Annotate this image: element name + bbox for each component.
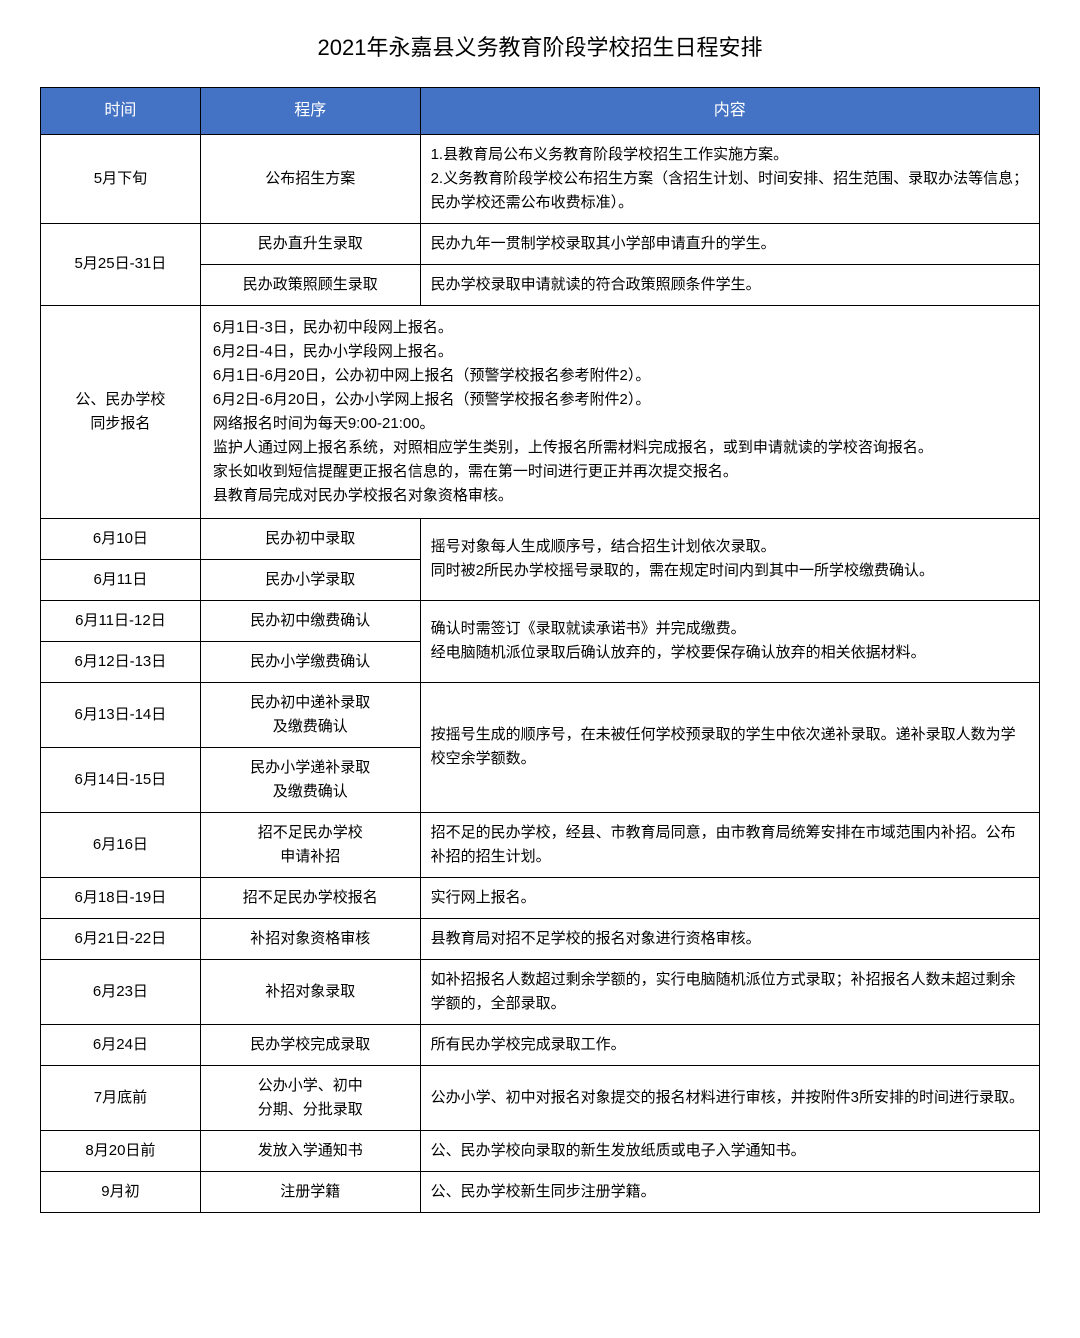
cell-content: 摇号对象每人生成顺序号，结合招生计划依次录取。同时被2所民办学校摇号录取的，需在… [420, 518, 1039, 600]
cell-proc: 民办小学录取 [200, 559, 420, 600]
cell-proc: 民办小学缴费确认 [200, 641, 420, 682]
cell-proc: 招不足民办学校报名 [200, 877, 420, 918]
table-row: 7月底前 公办小学、初中分期、分批录取 公办小学、初中对报名对象提交的报名材料进… [41, 1065, 1040, 1130]
cell-proc: 补招对象录取 [200, 959, 420, 1024]
cell-content: 实行网上报名。 [420, 877, 1039, 918]
cell-content: 1.县教育局公布义务教育阶段学校招生工作实施方案。2.义务教育阶段学校公布招生方… [420, 134, 1039, 223]
table-row: 5月25日-31日 民办直升生录取 民办九年一贯制学校录取其小学部申请直升的学生… [41, 223, 1040, 264]
table-row: 6月10日 民办初中录取 摇号对象每人生成顺序号，结合招生计划依次录取。同时被2… [41, 518, 1040, 559]
table-row: 公、民办学校同步报名 6月1日-3日，民办初中段网上报名。6月2日-4日，民办小… [41, 305, 1040, 518]
table-row: 6月24日 民办学校完成录取 所有民办学校完成录取工作。 [41, 1024, 1040, 1065]
cell-time: 6月24日 [41, 1024, 201, 1065]
cell-content: 公办小学、初中对报名对象提交的报名材料进行审核，并按附件3所安排的时间进行录取。 [420, 1065, 1039, 1130]
table-header-row: 时间 程序 内容 [41, 88, 1040, 135]
table-row: 8月20日前 发放入学通知书 公、民办学校向录取的新生发放纸质或电子入学通知书。 [41, 1130, 1040, 1171]
cell-time: 6月10日 [41, 518, 201, 559]
col-time: 时间 [41, 88, 201, 135]
cell-proc: 公办小学、初中分期、分批录取 [200, 1065, 420, 1130]
cell-content: 6月1日-3日，民办初中段网上报名。6月2日-4日，民办小学段网上报名。6月1日… [200, 305, 1039, 518]
page-title: 2021年永嘉县义务教育阶段学校招生日程安排 [40, 30, 1040, 62]
table-row: 6月13日-14日 民办初中递补录取及缴费确认 按摇号生成的顺序号，在未被任何学… [41, 682, 1040, 747]
cell-time: 6月11日-12日 [41, 600, 201, 641]
cell-content: 县教育局对招不足学校的报名对象进行资格审核。 [420, 918, 1039, 959]
cell-time: 6月18日-19日 [41, 877, 201, 918]
cell-proc: 民办初中录取 [200, 518, 420, 559]
cell-time: 9月初 [41, 1171, 201, 1212]
table-row: 6月21日-22日 补招对象资格审核 县教育局对招不足学校的报名对象进行资格审核… [41, 918, 1040, 959]
cell-proc: 公布招生方案 [200, 134, 420, 223]
cell-time: 6月16日 [41, 812, 201, 877]
table-row: 9月初 注册学籍 公、民办学校新生同步注册学籍。 [41, 1171, 1040, 1212]
cell-proc: 民办初中递补录取及缴费确认 [200, 682, 420, 747]
cell-content: 按摇号生成的顺序号，在未被任何学校预录取的学生中依次递补录取。递补录取人数为学校… [420, 682, 1039, 812]
cell-time: 6月12日-13日 [41, 641, 201, 682]
table-row: 6月11日-12日 民办初中缴费确认 确认时需签订《录取就读承诺书》并完成缴费。… [41, 600, 1040, 641]
cell-proc: 民办初中缴费确认 [200, 600, 420, 641]
cell-time: 6月23日 [41, 959, 201, 1024]
schedule-table: 时间 程序 内容 5月下旬 公布招生方案 1.县教育局公布义务教育阶段学校招生工… [40, 87, 1040, 1213]
cell-content: 民办学校录取申请就读的符合政策照顾条件学生。 [420, 264, 1039, 305]
table-row: 5月下旬 公布招生方案 1.县教育局公布义务教育阶段学校招生工作实施方案。2.义… [41, 134, 1040, 223]
cell-time: 6月14日-15日 [41, 747, 201, 812]
cell-proc: 招不足民办学校申请补招 [200, 812, 420, 877]
cell-proc: 民办政策照顾生录取 [200, 264, 420, 305]
cell-content: 民办九年一贯制学校录取其小学部申请直升的学生。 [420, 223, 1039, 264]
cell-time: 7月底前 [41, 1065, 201, 1130]
cell-proc: 补招对象资格审核 [200, 918, 420, 959]
col-proc: 程序 [200, 88, 420, 135]
cell-proc: 民办小学递补录取及缴费确认 [200, 747, 420, 812]
cell-proc: 发放入学通知书 [200, 1130, 420, 1171]
cell-content: 如补招报名人数超过剩余学额的，实行电脑随机派位方式录取；补招报名人数未超过剩余学… [420, 959, 1039, 1024]
cell-time: 5月25日-31日 [41, 223, 201, 305]
cell-time: 8月20日前 [41, 1130, 201, 1171]
cell-proc: 注册学籍 [200, 1171, 420, 1212]
cell-content: 公、民办学校向录取的新生发放纸质或电子入学通知书。 [420, 1130, 1039, 1171]
cell-time: 公、民办学校同步报名 [41, 305, 201, 518]
cell-content: 确认时需签订《录取就读承诺书》并完成缴费。经电脑随机派位录取后确认放弃的，学校要… [420, 600, 1039, 682]
cell-time: 6月21日-22日 [41, 918, 201, 959]
table-row: 6月18日-19日 招不足民办学校报名 实行网上报名。 [41, 877, 1040, 918]
cell-time: 6月11日 [41, 559, 201, 600]
cell-proc: 民办学校完成录取 [200, 1024, 420, 1065]
cell-content: 招不足的民办学校，经县、市教育局同意，由市教育局统筹安排在市域范围内补招。公布补… [420, 812, 1039, 877]
cell-content: 所有民办学校完成录取工作。 [420, 1024, 1039, 1065]
cell-proc: 民办直升生录取 [200, 223, 420, 264]
cell-time: 6月13日-14日 [41, 682, 201, 747]
cell-time: 5月下旬 [41, 134, 201, 223]
table-row: 6月16日 招不足民办学校申请补招 招不足的民办学校，经县、市教育局同意，由市教… [41, 812, 1040, 877]
table-row: 6月23日 补招对象录取 如补招报名人数超过剩余学额的，实行电脑随机派位方式录取… [41, 959, 1040, 1024]
cell-content: 公、民办学校新生同步注册学籍。 [420, 1171, 1039, 1212]
col-content: 内容 [420, 88, 1039, 135]
